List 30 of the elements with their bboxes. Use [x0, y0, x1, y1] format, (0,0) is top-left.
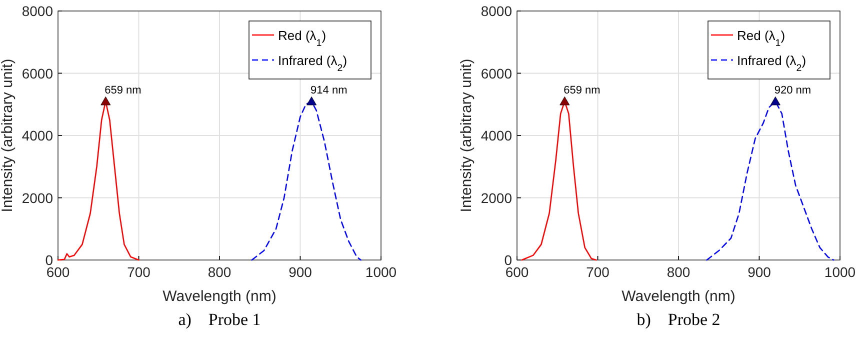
y-tick-label: 8000	[480, 3, 512, 19]
text: a) Probe 1	[178, 310, 261, 329]
legend-label: Red (λ$_{1}$)	[737, 28, 786, 48]
x-tick-label: 700	[127, 264, 151, 280]
y-tick-label: 6000	[22, 65, 54, 82]
y-tick-label: 4000	[22, 128, 54, 144]
x-tick-label: 1000	[824, 264, 856, 280]
x-axis-title: Wavelength (nm)	[162, 288, 276, 305]
y-tick-label: 4000	[480, 128, 512, 144]
y-axis-title: Intensity (arbitrary unit)	[0, 58, 16, 212]
x-tick-label: 700	[586, 264, 610, 280]
legend-label: Infrared (λ$_{2}$)	[737, 53, 806, 74]
x-tick-label: 800	[666, 264, 690, 280]
legend-label: Red (λ$_{1}$)	[278, 28, 326, 48]
x-tick-label: 1000	[365, 264, 397, 280]
y-tick-label: 8000	[22, 3, 54, 19]
annotation: 659 nm	[564, 84, 600, 96]
x-axis-title: Wavelength (nm)	[622, 288, 736, 305]
x-tick-label: 900	[748, 264, 772, 280]
y-axis-title: Intensity (arbitrary unit)	[458, 58, 475, 212]
y-tick-label: 6000	[480, 65, 512, 82]
legend-label: Infrared (λ$_{2}$)	[278, 53, 348, 74]
x-tick-label: 800	[208, 264, 232, 280]
y-tick-label: 2000	[480, 190, 512, 206]
x-tick-label: 900	[288, 264, 312, 280]
text: b) Probe 2	[636, 310, 720, 329]
y-tick-label: 2000	[22, 190, 54, 206]
annotation: 920 nm	[774, 84, 812, 96]
annotation: 659 nm	[104, 84, 142, 96]
annotation: 914 nm	[310, 84, 348, 96]
